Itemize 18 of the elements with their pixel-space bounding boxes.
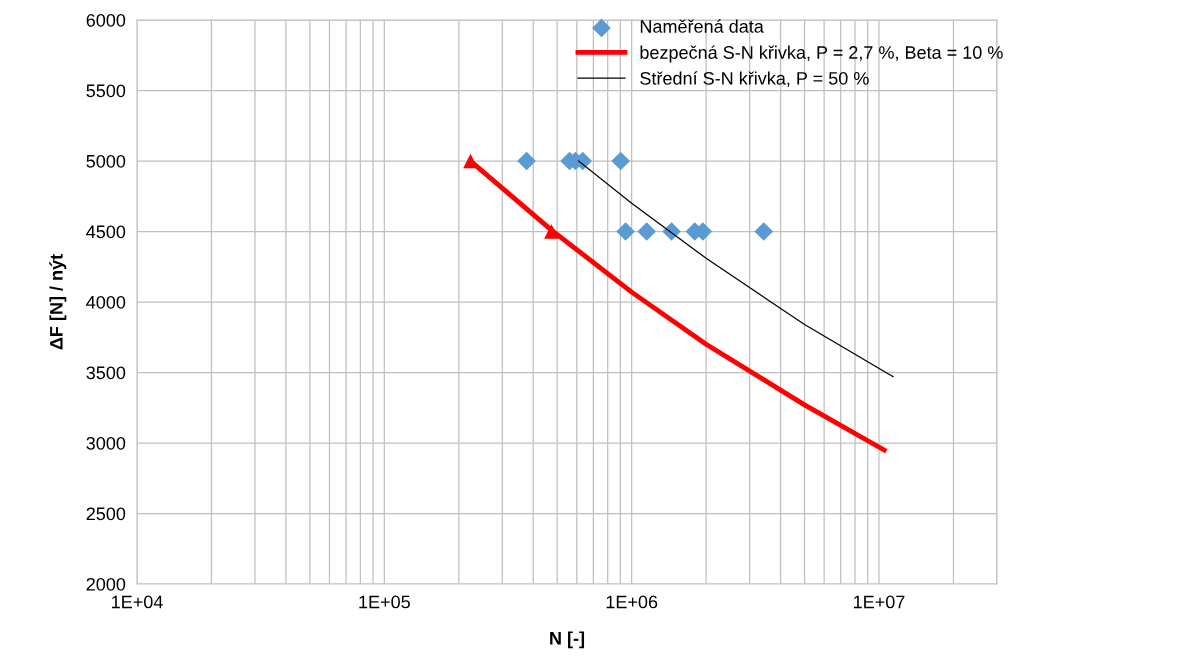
x-tick-label: 1E+04 [112,595,163,609]
x-axis-title: N [-] [550,631,585,649]
legend-label: Naměřená data [640,19,764,33]
legend-label: Střední S-N křivka, P = 50 % [640,71,869,87]
legend-label: bezpečná S-N křivka, P = 2,7 %, Beta = 10 % [640,45,1003,63]
y-tick-label: 3000 [86,436,126,450]
y-axis-title: ΔF [N] / nýt [49,254,67,350]
y-tick-label: 2500 [86,507,126,521]
y-tick-label: 5500 [86,84,126,98]
y-tick-label: 2000 [86,577,126,591]
y-tick-label: 4000 [86,295,126,309]
x-tick-label: 1E+07 [854,595,905,609]
y-tick-label: 5000 [86,154,126,168]
x-tick-label: 1E+05 [359,595,410,609]
y-tick-label: 6000 [86,13,126,27]
y-tick-label: 3500 [86,366,126,380]
x-tick-label: 1E+06 [606,595,658,609]
y-tick-label: 4500 [86,225,126,239]
